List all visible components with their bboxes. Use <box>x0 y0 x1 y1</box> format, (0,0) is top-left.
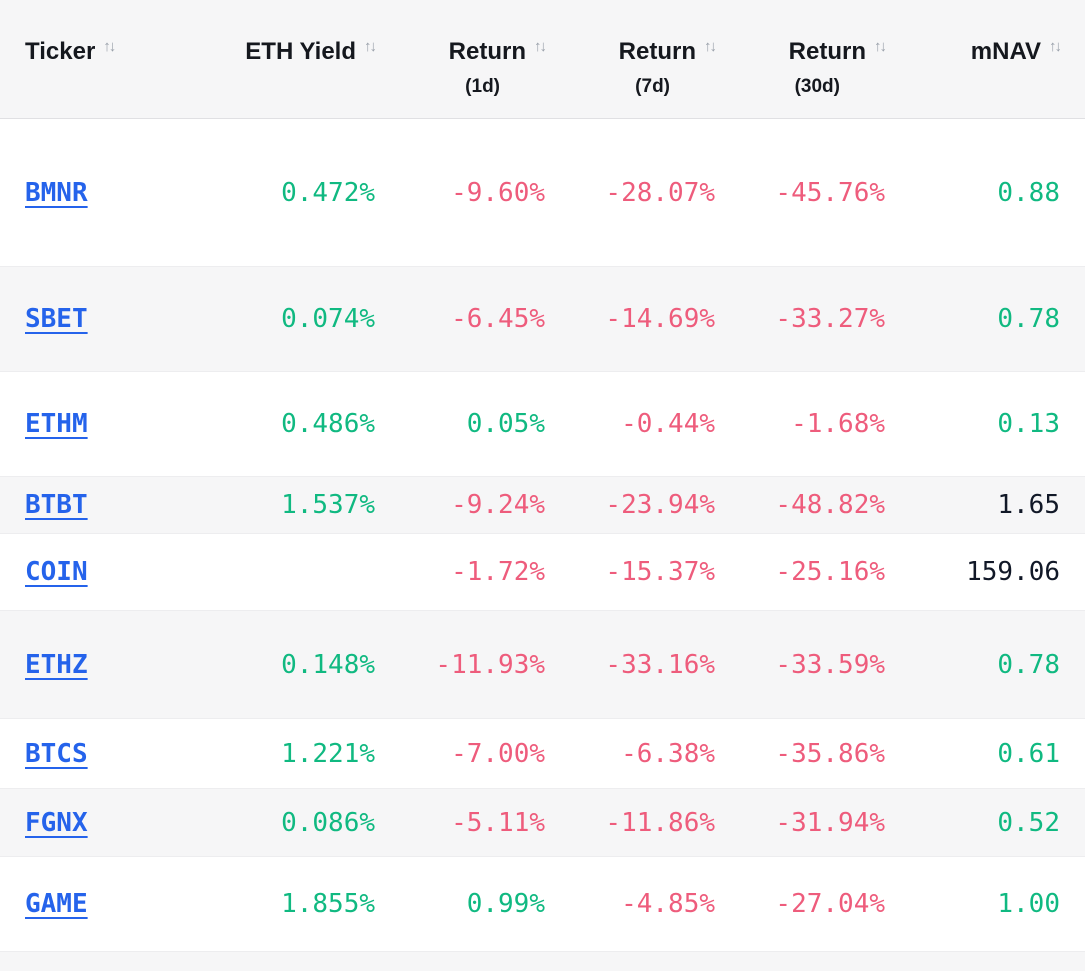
return-7d-cell: -0.44% <box>570 371 740 477</box>
eth-yield-cell: 0.074% <box>190 266 400 372</box>
return-7d-cell: -11.86% <box>570 788 740 857</box>
mnav-cell: 0.61 <box>910 718 1085 789</box>
eth-yield-cell: 0.148% <box>190 610 400 719</box>
sort-icon[interactable]: ↑↓ <box>103 38 116 55</box>
eth-yield-cell: 0.086% <box>190 788 400 857</box>
table-row: FGNX 0.086% -5.11% -11.86% -31.94% 0.52 <box>0 788 1085 857</box>
mnav-cell: 0.52 <box>910 788 1085 857</box>
return-7d-cell: -6.38% <box>570 718 740 789</box>
sort-icon[interactable]: ↑↓ <box>704 38 717 55</box>
table-row: GAME 1.855% 0.99% -4.85% -27.04% 1.00 <box>0 856 1085 951</box>
col-header-mnav[interactable]: mNAV ↑↓ <box>910 0 1085 119</box>
ticker-cell: FGNX <box>0 788 190 857</box>
col-header-return-7d[interactable]: Return ↑↓ (7d) <box>570 0 740 119</box>
return-1d-cell: -1.72% <box>400 533 570 611</box>
return-1d-cell: -11.93% <box>400 610 570 719</box>
mnav-cell: 1.65 <box>910 476 1085 534</box>
eth-yield-cell: 0.486% <box>190 371 400 477</box>
ticker-cell: BTBT <box>0 476 190 534</box>
sort-icon[interactable]: ↑↓ <box>1049 38 1062 55</box>
return-30d-cell: -1.68% <box>740 371 910 477</box>
return-7d-cell: -33.16% <box>570 610 740 719</box>
return-1d-cell: 0.99% <box>400 856 570 951</box>
treasury-table: Ticker ↑↓ ETH Yield ↑↓ Return ↑↓ (1d) Retur… <box>0 0 1085 951</box>
ticker-cell: ETHM <box>0 371 190 477</box>
col-sublabel-30d: (30d) <box>794 76 840 97</box>
sort-icon[interactable]: ↑↓ <box>874 38 887 55</box>
ticker-link[interactable]: ETHZ <box>25 649 88 680</box>
ticker-link[interactable]: GAME <box>25 888 88 919</box>
ticker-link[interactable]: FGNX <box>25 807 88 838</box>
ticker-link[interactable]: BTBT <box>25 490 88 520</box>
mnav-cell: 0.88 <box>997 177 1060 208</box>
mnav-cell: 0.13 <box>910 371 1085 477</box>
col-label-return-30d: Return <box>788 38 866 65</box>
next-row-partial <box>0 950 1085 971</box>
return-30d-cell: -45.76% <box>775 177 885 208</box>
return-30d-cell: -35.86% <box>740 718 910 789</box>
return-7d-cell: -28.07% <box>605 177 715 208</box>
col-sublabel-7d: (7d) <box>635 76 670 97</box>
return-1d-cell: 0.05% <box>400 371 570 477</box>
header-row: Ticker ↑↓ ETH Yield ↑↓ Return ↑↓ (1d) Retur… <box>0 0 1085 119</box>
ticker-cell: SBET <box>0 266 190 372</box>
return-1d-cell: -7.00% <box>400 718 570 789</box>
sort-icon[interactable]: ↑↓ <box>534 38 547 55</box>
ticker-cell: GAME <box>0 856 190 951</box>
return-7d-cell: -15.37% <box>570 533 740 611</box>
col-label-mnav: mNAV <box>970 38 1041 65</box>
ticker-link[interactable]: BMNR <box>25 177 88 208</box>
table-row: COIN -1.72% -15.37% -25.16% 159.06 <box>0 533 1085 611</box>
return-30d-cell: -31.94% <box>740 788 910 857</box>
return-30d-cell: -25.16% <box>740 533 910 611</box>
eth-yield-cell <box>190 533 400 611</box>
ticker-cell: BTCS <box>0 718 190 789</box>
return-1d-cell: -6.45% <box>400 266 570 372</box>
table-row: ETHM 0.486% 0.05% -0.44% -1.68% 0.13 <box>0 371 1085 477</box>
ticker-link[interactable]: SBET <box>25 304 88 334</box>
table-row: SBET 0.074% -6.45% -14.69% -33.27% 0.78 <box>0 266 1085 372</box>
eth-yield-cell: 1.221% <box>190 718 400 789</box>
mnav-cell: 1.00 <box>910 856 1085 951</box>
return-30d-cell: -33.59% <box>740 610 910 719</box>
sort-icon[interactable]: ↑↓ <box>364 38 377 55</box>
return-7d-cell: -4.85% <box>570 856 740 951</box>
ticker-cell: ETHZ <box>0 610 190 719</box>
col-sublabel-1d: (1d) <box>465 76 500 97</box>
col-header-return-1d[interactable]: Return ↑↓ (1d) <box>400 0 570 119</box>
table-body: BMNR 0.472% -9.60% -28.07% -45.76% 0.88 … <box>0 119 1085 951</box>
col-label-return-7d: Return <box>618 38 696 65</box>
return-30d-cell: -27.04% <box>740 856 910 951</box>
return-1d-cell: -9.60% <box>451 177 545 208</box>
eth-yield-cell: 1.855% <box>190 856 400 951</box>
mnav-cell: 159.06 <box>910 533 1085 611</box>
col-header-eth-yield[interactable]: ETH Yield ↑↓ <box>190 0 400 119</box>
table-row: ETHZ 0.148% -11.93% -33.16% -33.59% 0.78 <box>0 610 1085 719</box>
col-label-ticker: Ticker <box>25 38 96 65</box>
table-row: BMNR 0.472% -9.60% -28.07% -45.76% 0.88 <box>0 119 1085 267</box>
return-7d-cell: -23.94% <box>570 476 740 534</box>
mnav-cell: 0.78 <box>910 266 1085 372</box>
return-30d-cell: -33.27% <box>740 266 910 372</box>
ticker-link[interactable]: ETHM <box>25 409 88 439</box>
col-label-eth-yield: ETH Yield <box>245 38 356 65</box>
ticker-link[interactable]: COIN <box>25 557 88 587</box>
eth-yield-cell: 0.472% <box>281 177 375 208</box>
col-header-return-30d[interactable]: Return ↑↓ (30d) <box>740 0 910 119</box>
table-row: BTCS 1.221% -7.00% -6.38% -35.86% 0.61 <box>0 718 1085 789</box>
eth-yield-cell: 1.537% <box>190 476 400 534</box>
ticker-link[interactable]: BTCS <box>25 738 88 769</box>
mnav-cell: 0.78 <box>910 610 1085 719</box>
ticker-cell: COIN <box>0 533 190 611</box>
col-header-ticker[interactable]: Ticker ↑↓ <box>0 0 190 119</box>
return-7d-cell: -14.69% <box>570 266 740 372</box>
table-row: BTBT 1.537% -9.24% -23.94% -48.82% 1.65 <box>0 476 1085 534</box>
col-label-return-1d: Return <box>448 38 526 65</box>
return-1d-cell: -5.11% <box>400 788 570 857</box>
return-30d-cell: -48.82% <box>740 476 910 534</box>
return-1d-cell: -9.24% <box>400 476 570 534</box>
ticker-cell: BMNR <box>0 119 190 267</box>
